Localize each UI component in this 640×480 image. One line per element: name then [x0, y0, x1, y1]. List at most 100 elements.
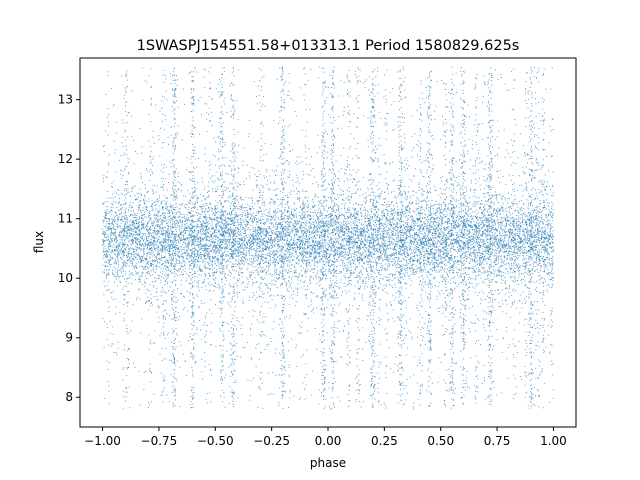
data-point — [391, 227, 393, 229]
data-point — [388, 238, 390, 240]
data-point — [213, 236, 215, 238]
data-point — [378, 231, 380, 233]
data-point — [445, 216, 447, 217]
data-point — [455, 225, 457, 227]
data-point — [428, 286, 430, 288]
data-point — [169, 254, 171, 256]
data-point — [165, 301, 167, 303]
data-point — [521, 265, 523, 267]
data-point — [512, 223, 513, 225]
data-point — [181, 227, 183, 229]
data-point — [363, 267, 364, 269]
data-point — [308, 234, 310, 236]
data-point — [419, 236, 421, 238]
data-point — [172, 247, 174, 249]
data-point — [280, 215, 282, 217]
data-point — [356, 211, 358, 213]
data-point — [378, 224, 380, 226]
data-point — [535, 216, 537, 218]
data-point — [413, 190, 415, 192]
data-point — [401, 211, 403, 212]
data-point — [299, 237, 301, 239]
data-point — [197, 232, 199, 234]
data-point — [125, 246, 127, 248]
data-point — [239, 224, 241, 226]
data-point — [306, 210, 308, 212]
data-point — [406, 251, 407, 253]
data-point — [247, 240, 249, 242]
data-point — [255, 234, 257, 236]
data-point — [318, 276, 320, 278]
data-point — [535, 242, 537, 243]
data-point — [235, 213, 237, 215]
data-point — [500, 238, 502, 240]
data-point — [120, 282, 122, 283]
data-point — [452, 246, 454, 248]
data-point — [305, 256, 307, 258]
data-point — [132, 220, 134, 222]
data-point — [286, 260, 288, 262]
data-point — [417, 250, 419, 252]
data-point — [518, 266, 520, 268]
data-point — [165, 256, 167, 258]
data-point — [254, 242, 256, 243]
data-point — [438, 228, 440, 230]
data-point — [410, 228, 412, 230]
data-point — [526, 250, 527, 252]
data-point — [154, 232, 156, 234]
data-point — [263, 278, 264, 280]
data-point — [419, 248, 420, 250]
data-point — [364, 236, 366, 238]
data-point — [280, 265, 282, 267]
data-point — [510, 232, 511, 234]
data-point — [515, 243, 517, 245]
data-point — [400, 218, 402, 220]
data-point — [300, 229, 302, 231]
data-point — [156, 204, 158, 206]
data-point — [269, 210, 271, 212]
data-point — [170, 244, 171, 246]
data-point — [219, 233, 221, 235]
data-point — [525, 223, 527, 225]
data-point — [225, 232, 227, 234]
data-point — [294, 209, 296, 211]
data-point — [508, 288, 510, 290]
data-point — [455, 220, 457, 222]
data-point — [210, 249, 212, 251]
data-point — [287, 244, 289, 246]
data-point — [181, 217, 183, 219]
data-point — [409, 232, 411, 234]
data-point — [537, 252, 538, 254]
data-point — [364, 229, 365, 231]
data-point — [516, 225, 518, 227]
data-point — [440, 258, 442, 260]
data-point — [330, 265, 331, 267]
data-point — [548, 239, 549, 241]
data-point — [199, 205, 201, 207]
data-point — [379, 219, 380, 221]
data-point — [426, 257, 428, 259]
data-point — [167, 260, 169, 261]
data-point — [297, 294, 298, 296]
data-point — [134, 265, 136, 267]
data-point — [368, 221, 370, 223]
data-point — [494, 221, 496, 223]
data-point — [276, 258, 278, 260]
data-point — [401, 209, 403, 211]
data-point — [235, 259, 237, 261]
data-point — [312, 250, 314, 252]
data-point — [106, 252, 108, 254]
data-point — [129, 259, 131, 260]
data-point — [265, 230, 267, 232]
data-point — [464, 192, 466, 193]
data-point — [180, 255, 182, 257]
data-point — [207, 230, 209, 232]
data-point — [279, 222, 281, 224]
data-point — [158, 245, 159, 247]
data-point — [142, 245, 144, 247]
data-point — [192, 248, 194, 250]
data-point — [327, 261, 329, 263]
data-point — [333, 203, 335, 205]
data-point — [466, 243, 468, 245]
data-point — [128, 236, 130, 237]
